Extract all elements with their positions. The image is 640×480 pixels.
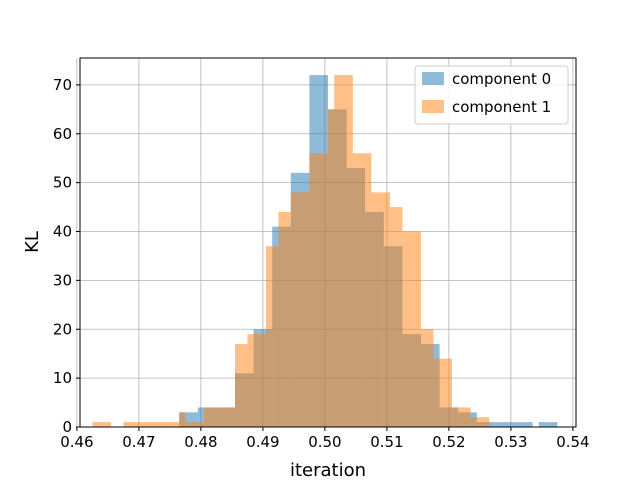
series-1-bars [92, 75, 490, 428]
x-tick-label: 0.47 [122, 433, 155, 451]
y-tick-label: 30 [53, 271, 72, 289]
y-tick-label: 10 [53, 369, 72, 387]
histogram-bar [278, 211, 291, 427]
x-tick-label: 0.50 [308, 433, 341, 451]
histogram-bar [470, 417, 490, 427]
histogram-bar [514, 422, 533, 427]
histogram-bar [204, 407, 217, 427]
x-tick-label: 0.54 [556, 433, 589, 451]
histogram-bar [216, 407, 235, 427]
x-tick-label: 0.51 [370, 433, 403, 451]
histogram-bar [390, 207, 403, 427]
x-tick-label: 0.48 [184, 433, 217, 451]
histogram-bar [92, 422, 111, 427]
histogram-bar [235, 343, 248, 427]
histogram-bars [92, 75, 558, 428]
histogram-bar [266, 246, 279, 427]
plot-frame [79, 57, 577, 428]
histogram-bar [538, 422, 558, 427]
histogram-bar [352, 153, 372, 428]
x-tick-label: 0.52 [432, 433, 465, 451]
histogram-bar [328, 109, 335, 428]
x-tick-label: 0.46 [60, 433, 93, 451]
x-tick-label: 0.53 [494, 433, 527, 451]
x-axis-label: iteration [290, 460, 366, 480]
histogram-bar [123, 422, 142, 427]
histogram-bar [452, 407, 471, 427]
histogram-bar [247, 334, 266, 427]
y-tick-label: 40 [53, 223, 72, 241]
legend-box [414, 65, 569, 125]
y-tick-label: 0 [62, 418, 72, 436]
histogram-bar [160, 422, 180, 427]
y-tick-label: 70 [53, 76, 72, 94]
legend-swatch-component-1 [422, 100, 444, 113]
histogram-bar [290, 192, 310, 427]
histogram-bar [495, 422, 514, 427]
histogram-bar [334, 75, 353, 427]
histogram-bar [402, 231, 421, 427]
histogram-bar [185, 422, 204, 427]
legend-swatch-component-0 [422, 72, 444, 85]
y-axis-label: KL [22, 231, 43, 253]
y-tick-label: 20 [53, 320, 72, 338]
histogram-bar [371, 192, 390, 427]
x-tick-label: 0.49 [246, 433, 279, 451]
histogram-bar [433, 358, 452, 427]
legend-label-component-1: component 1 [452, 98, 551, 116]
legend-label-component-0: component 0 [452, 70, 551, 88]
x-axis-ticks: 0.46 0.47 0.48 0.49 0.50 0.51 0.52 0.53 0.54 [60, 427, 590, 451]
y-tick-label: 50 [53, 174, 72, 192]
histogram-bar [421, 329, 434, 427]
histogram-bar [309, 153, 328, 428]
histogram-bar [142, 422, 161, 427]
histogram-bar [179, 412, 186, 427]
legend: component 0 component 1 [414, 65, 569, 125]
y-axis-ticks: 0 10 20 30 40 50 60 70 [53, 76, 80, 436]
y-tick-label: 60 [53, 125, 72, 143]
